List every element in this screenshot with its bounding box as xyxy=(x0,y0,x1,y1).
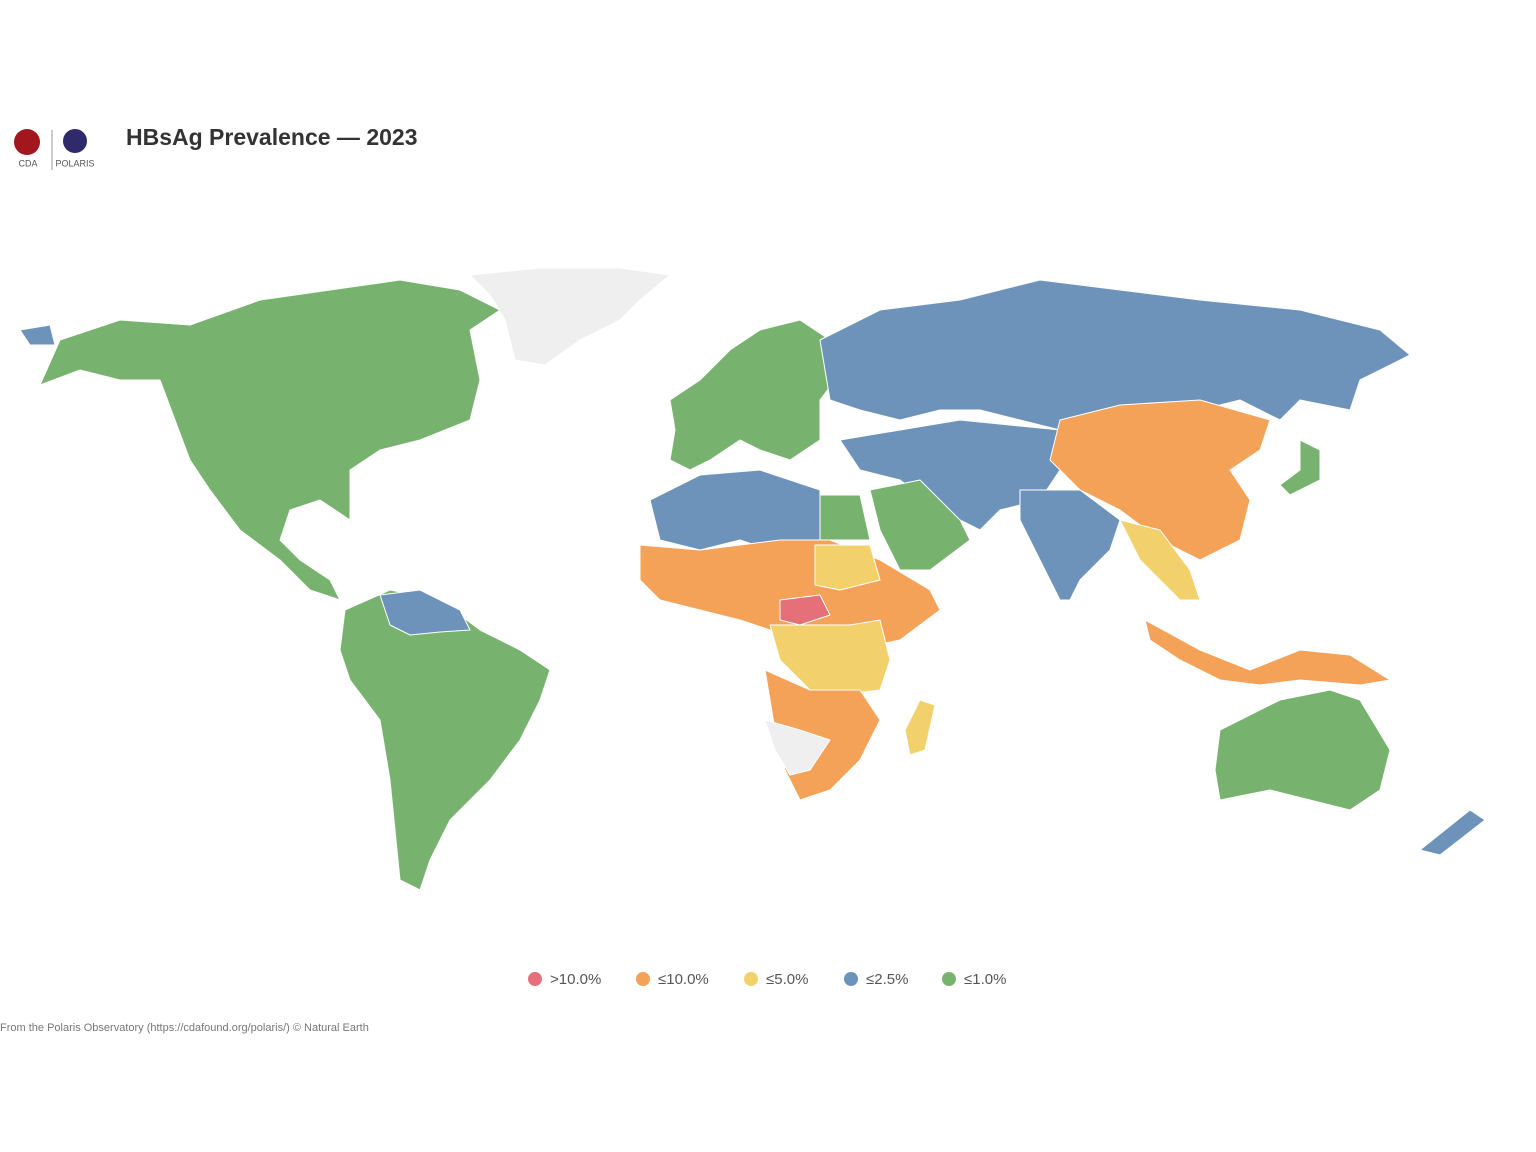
cda-logo xyxy=(14,129,40,155)
central-africa xyxy=(769,619,891,696)
japan xyxy=(1279,439,1321,496)
indonesia xyxy=(1144,619,1391,686)
cda-label: CDA xyxy=(18,158,37,168)
legend-label: ≤2.5% xyxy=(866,971,908,988)
namibia-botswana xyxy=(764,719,831,776)
venezuela xyxy=(379,589,471,636)
new-zealand xyxy=(1419,809,1486,856)
map-title: HBsAg Prevalence — 2023 xyxy=(126,124,418,150)
madagascar xyxy=(904,699,936,756)
southeast-asia xyxy=(1119,519,1201,601)
central-african-republic xyxy=(779,594,831,626)
legend-swatch xyxy=(528,972,542,986)
legend-label: ≤1.0% xyxy=(964,971,1006,988)
north-africa xyxy=(649,469,821,551)
russia xyxy=(819,279,1411,431)
legend-swatch xyxy=(744,972,758,986)
europe xyxy=(669,319,836,471)
egypt xyxy=(819,494,871,541)
polaris-logo xyxy=(63,129,87,153)
countries xyxy=(19,267,1486,891)
source-note: From the Polaris Observatory (https://cd… xyxy=(0,1022,369,1034)
legend-label: ≤10.0% xyxy=(658,971,709,988)
north-america xyxy=(39,279,501,601)
sudan xyxy=(814,544,881,591)
australia xyxy=(1214,689,1391,811)
legend-label: >10.0% xyxy=(550,971,601,988)
india xyxy=(1019,489,1121,601)
china xyxy=(1049,399,1271,561)
greenland xyxy=(468,267,672,366)
legend-swatch xyxy=(942,972,956,986)
legend-label: ≤5.0% xyxy=(766,971,808,988)
region xyxy=(19,324,56,346)
legend-swatch xyxy=(636,972,650,986)
south-america xyxy=(339,589,551,891)
logos: CDA POLARIS xyxy=(14,129,95,170)
polaris-label: POLARIS xyxy=(55,158,94,168)
arabia xyxy=(869,479,971,571)
legend-swatch xyxy=(844,972,858,986)
legend: >10.0% ≤10.0% ≤5.0% ≤2.5% ≤1.0% xyxy=(528,971,1006,988)
